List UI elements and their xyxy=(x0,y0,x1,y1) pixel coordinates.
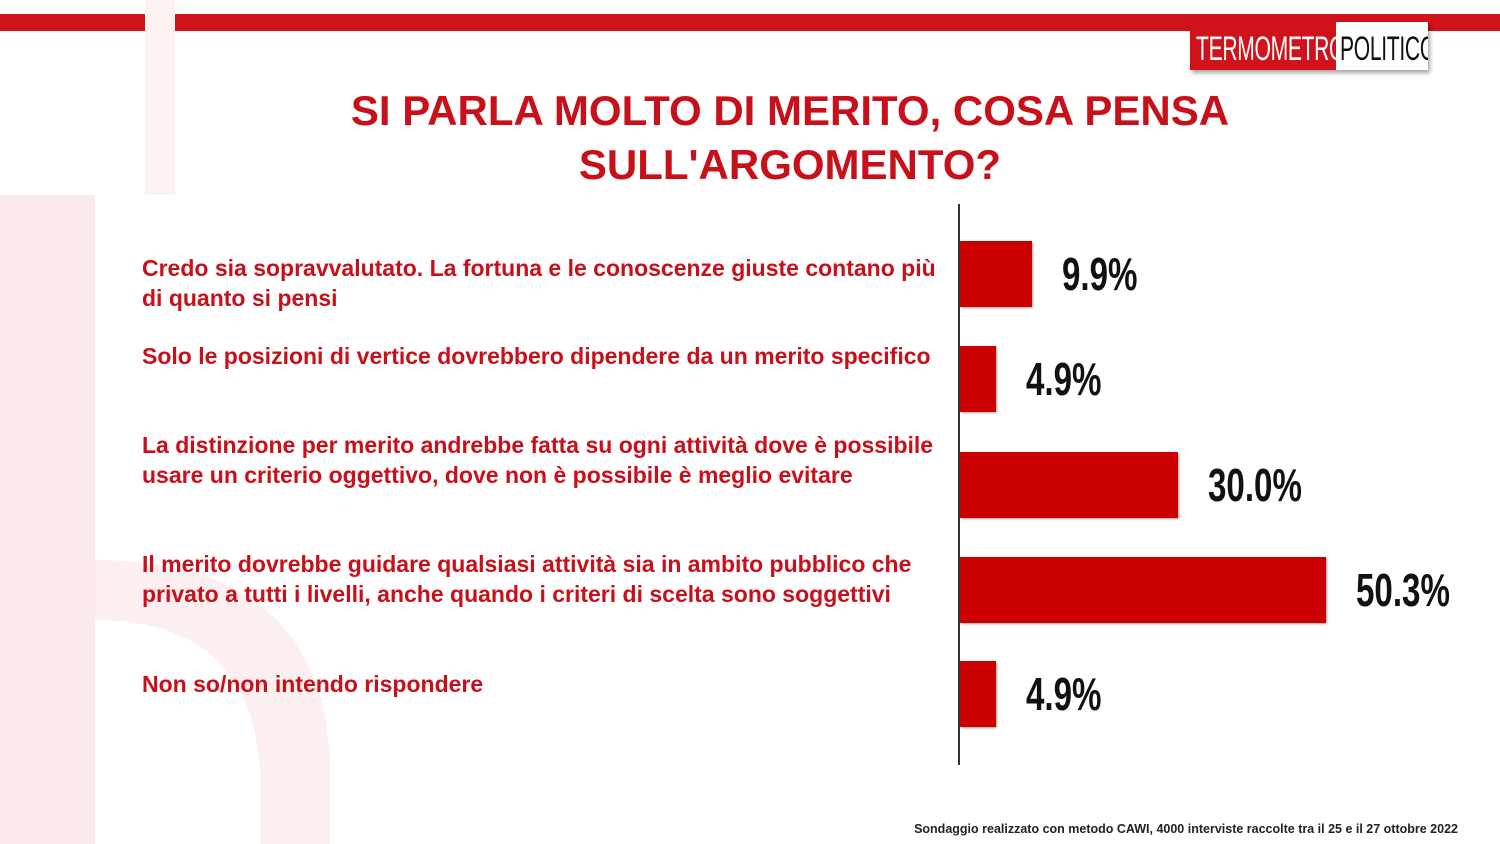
bar-distinzione-merito xyxy=(960,452,1178,518)
value-label-1: 4.9% xyxy=(1026,353,1102,405)
value-label-0: 9.9% xyxy=(1062,248,1138,300)
value-label-4: 4.9% xyxy=(1026,668,1102,720)
category-label-4: Non so/non intendo rispondere xyxy=(142,671,484,697)
category-label-1: Solo le posizioni di vertice dovrebbero … xyxy=(142,343,931,369)
background-watermark xyxy=(0,0,330,844)
bar-posizioni-vertice xyxy=(960,346,996,412)
bar-merito-guidare xyxy=(960,557,1326,623)
bar-non-so xyxy=(960,661,996,727)
y-axis-line xyxy=(958,204,960,765)
category-label-0: Credo sia sopravvalutato. La fortuna e l… xyxy=(142,255,936,311)
bar-credo-sopravvalutato xyxy=(960,241,1032,307)
category-label-2: La distinzione per merito andrebbe fatta… xyxy=(142,432,934,488)
survey-footnote: Sondaggio realizzato con metodo CAWI, 40… xyxy=(914,822,1458,836)
logo-text-politico: POLITICO xyxy=(1340,30,1428,68)
termometro-politico-logo: TERMOMETRO POLITICO xyxy=(1190,22,1428,70)
value-label-2: 30.0% xyxy=(1208,459,1302,511)
category-label-3: Il merito dovrebbe guidare qualsiasi att… xyxy=(142,551,912,607)
chart-title: SI PARLA MOLTO DI MERITO, COSA PENSA SUL… xyxy=(350,87,1230,188)
logo-text-termometro: TERMOMETRO xyxy=(1196,30,1346,68)
value-label-3: 50.3% xyxy=(1356,564,1450,616)
top-accent-bar xyxy=(0,14,1500,31)
